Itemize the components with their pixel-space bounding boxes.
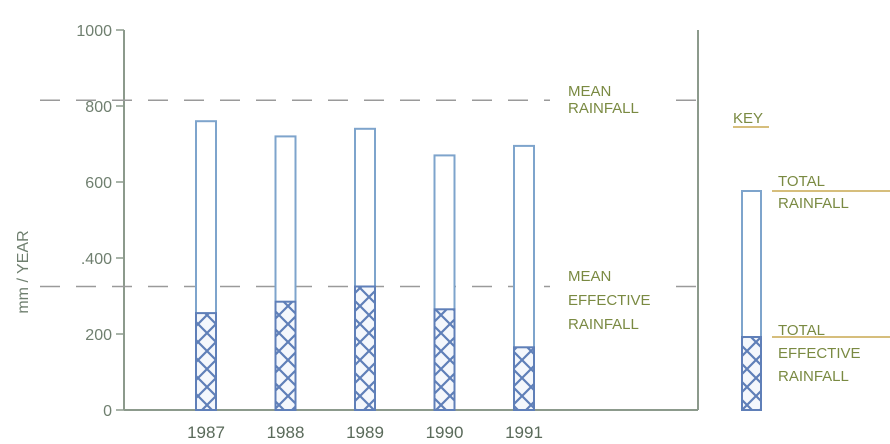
y-axis-ticks: 0 200 .400 600 800 1000	[76, 23, 124, 420]
x-tick-label: 1989	[346, 423, 384, 442]
x-tick-label: 1991	[505, 423, 543, 442]
x-tick-label: 1990	[426, 423, 464, 442]
bar-effective-rainfall	[513, 346, 535, 411]
mean-effective-rainfall-label: MEAN EFFECTIVE RAINFALL	[568, 268, 651, 333]
mean-rainfall-label-line-1: MEAN	[568, 83, 611, 100]
y-axis-title: mm / YEAR	[15, 230, 32, 313]
x-tick-label: 1988	[267, 423, 305, 442]
y-tick-label: 200	[85, 327, 112, 344]
y-tick-label: 0	[103, 403, 112, 420]
y-tick-label: 1000	[76, 23, 112, 40]
bar-effective-rainfall	[195, 312, 217, 412]
bars	[195, 120, 535, 412]
key-sample-bars	[741, 190, 890, 411]
bar-effective-rainfall	[433, 308, 456, 411]
key-total-label-line-2: RAINFALL	[778, 195, 849, 212]
mean-rainfall-label: MEAN RAINFALL	[568, 83, 639, 117]
mean-effective-rainfall-label-line-2: EFFECTIVE	[568, 292, 651, 309]
mean-effective-rainfall-label-line-3: RAINFALL	[568, 316, 639, 333]
key-total-rainfall-label: TOTAL RAINFALL	[778, 173, 849, 212]
x-tick-label: 1987	[187, 423, 225, 442]
key-total-label-line-1: TOTAL	[778, 173, 825, 190]
y-tick-label: 600	[85, 175, 112, 192]
key-title: KEY	[733, 110, 763, 127]
bar-effective-rainfall	[274, 300, 297, 412]
y-tick-label: .400	[81, 251, 112, 268]
key-effective-label-line-3: RAINFALL	[778, 368, 849, 385]
y-tick-label: 800	[85, 99, 112, 116]
bar-effective-rainfall	[354, 285, 376, 411]
key-effective-rainfall-sample	[741, 336, 762, 411]
x-axis-labels: 1987 1988 1989 1990 1991	[187, 423, 543, 442]
mean-rainfall-label-line-2: RAINFALL	[568, 100, 639, 117]
key-effective-label-line-2: EFFECTIVE	[778, 345, 861, 362]
key-effective-label-line-1: TOTAL	[778, 322, 825, 339]
key-effective-rainfall-label: TOTAL EFFECTIVE RAINFALL	[778, 322, 861, 385]
mean-effective-rainfall-label-line-1: MEAN	[568, 268, 611, 285]
